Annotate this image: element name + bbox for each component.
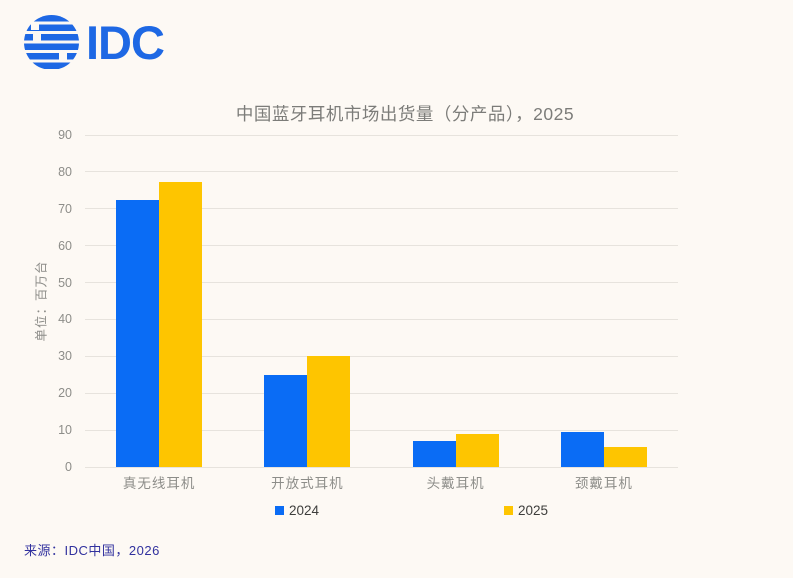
bar-2025-头戴耳机 xyxy=(455,434,499,467)
gridline-80 xyxy=(85,171,678,173)
idc-logo-text: IDC xyxy=(86,16,165,69)
gridline-90 xyxy=(85,134,678,136)
bar-2024-头戴耳机 xyxy=(412,441,456,467)
y-tick-label-20: 20 xyxy=(58,386,72,401)
bar-group-3 xyxy=(382,135,530,467)
y-tick-label-50: 50 xyxy=(58,275,72,290)
y-tick-label-70: 70 xyxy=(58,201,72,216)
bar-group-1 xyxy=(85,135,233,467)
bar-2024-颈戴耳机 xyxy=(560,432,604,467)
legend: 2024 2025 xyxy=(85,503,738,518)
y-tick-label-90: 90 xyxy=(58,128,72,142)
y-tick-label-30: 30 xyxy=(58,349,72,364)
bar-2025-真无线耳机 xyxy=(159,182,203,467)
bar-group-4 xyxy=(530,135,678,467)
gridline-40 xyxy=(85,318,678,320)
gridline-0 xyxy=(85,466,678,468)
plot-area: 0 10 20 30 40 50 60 70 80 90 xyxy=(58,128,678,474)
gridline-30 xyxy=(85,355,678,357)
bar-groups xyxy=(85,135,678,467)
bar-2024-真无线耳机 xyxy=(116,200,160,467)
x-axis-label-3: 头戴耳机 xyxy=(426,476,485,491)
legend-item-2025: 2025 xyxy=(504,503,548,518)
gridline-70 xyxy=(85,208,678,210)
bar-2025-颈戴耳机 xyxy=(603,447,647,467)
y-tick-label-40: 40 xyxy=(58,312,72,327)
idc-globe-icon xyxy=(24,15,79,70)
x-axis-label-4: 颈戴耳机 xyxy=(574,476,633,491)
gridline-60 xyxy=(85,245,678,247)
gridline-20 xyxy=(85,392,678,394)
x-axis-label-1: 真无线耳机 xyxy=(122,476,196,491)
y-tick-label-80: 80 xyxy=(58,164,72,179)
bar-2024-开放式耳机 xyxy=(264,374,308,467)
legend-label-2024: 2024 xyxy=(288,503,319,518)
legend-label-2025: 2025 xyxy=(518,503,549,518)
gridline-10 xyxy=(85,429,678,431)
gridline-50 xyxy=(85,282,678,284)
legend-item-2024: 2024 xyxy=(274,503,319,518)
y-tick-label-10: 10 xyxy=(58,423,72,438)
source-note: 来源：IDC中国，2026 xyxy=(24,543,160,558)
x-axis-labels: 真无线耳机 开放式耳机 头戴耳机 颈戴耳机 xyxy=(85,472,678,492)
legend-swatch-2024 xyxy=(274,506,284,515)
y-tick-label-0: 0 xyxy=(65,460,72,474)
legend-swatch-2025 xyxy=(504,506,513,515)
y-axis-unit-label: 单位：百万台 xyxy=(34,260,49,342)
bar-group-2 xyxy=(233,135,381,467)
idc-logo: IDC xyxy=(24,15,165,70)
x-axis-label-2: 开放式耳机 xyxy=(271,476,344,491)
chart-title: 中国蓝牙耳机市场出货量（分产品），2025 xyxy=(235,104,575,124)
y-tick-label-60: 60 xyxy=(58,238,72,253)
bar-2025-开放式耳机 xyxy=(307,356,351,467)
